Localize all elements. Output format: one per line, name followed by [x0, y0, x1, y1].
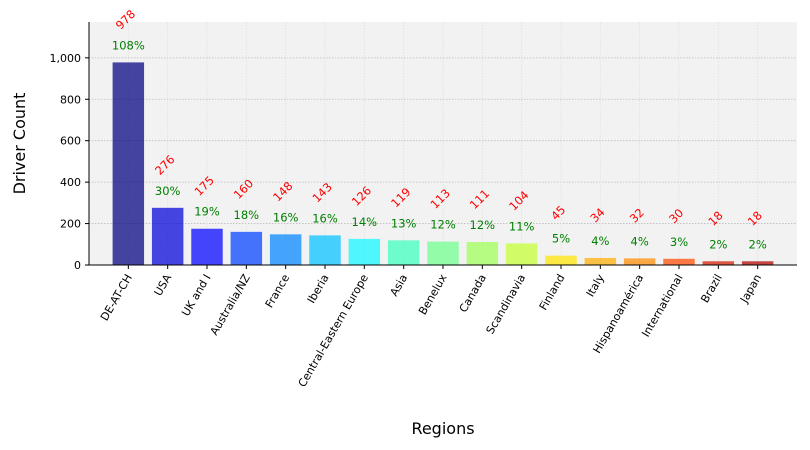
- percent-label-12: 4%: [591, 234, 609, 248]
- x-tick-label-1: USA: [152, 272, 175, 299]
- bar-14: [663, 258, 695, 265]
- bar-7: [387, 240, 420, 265]
- x-tick-label-6: Central-Eastern Europe: [296, 272, 371, 390]
- y-tick-label-3: 600: [60, 135, 81, 148]
- bar-10: [505, 243, 538, 265]
- y-tick-label-0: 0: [74, 259, 81, 272]
- x-tick-label-10: Scandinavia: [484, 272, 529, 336]
- x-tick-label-14: International: [639, 272, 685, 339]
- bar-9: [466, 242, 499, 265]
- x-tick-label-0: DE-AT-CH: [98, 272, 135, 323]
- x-tick-label-15: Brazil: [698, 272, 725, 305]
- x-tick-label-4: France: [263, 272, 293, 310]
- bar-13: [623, 258, 656, 265]
- x-tick-label-11: Finland: [537, 272, 568, 313]
- x-axis-title: Regions: [411, 419, 474, 438]
- y-tick-label-5: 1,000: [50, 52, 82, 65]
- percent-label-14: 3%: [670, 235, 688, 249]
- x-tick-label-3: Australia/NZ: [208, 272, 254, 338]
- percent-label-6: 14%: [352, 215, 378, 229]
- y-axis-ticks: 0 200 400 600 800 1,000: [50, 52, 89, 272]
- x-tick-label-5: Iberia: [305, 272, 332, 306]
- x-tick-label-8: Benelux: [416, 272, 450, 318]
- percent-label-0: 108%: [112, 38, 145, 52]
- percent-label-4: 16%: [273, 210, 299, 224]
- y-tick-label-4: 800: [60, 93, 81, 106]
- x-tick-label-7: Asia: [387, 272, 410, 298]
- y-tick-label-1: 200: [60, 218, 81, 231]
- bar-12: [584, 257, 617, 265]
- percent-label-9: 12%: [470, 218, 496, 232]
- percent-label-13: 4%: [631, 234, 649, 248]
- percent-label-3: 18%: [234, 208, 260, 222]
- bar-0: [112, 62, 145, 265]
- percent-label-15: 2%: [709, 237, 727, 251]
- bars: [112, 62, 774, 265]
- bar-3: [230, 231, 263, 265]
- percent-label-5: 16%: [312, 211, 338, 225]
- bar-15: [702, 261, 735, 265]
- bar-8: [427, 241, 459, 265]
- x-tick-label-2: UK and I: [179, 272, 213, 319]
- bar-6: [348, 238, 381, 265]
- bar-4: [269, 234, 302, 265]
- bar-16: [741, 261, 774, 265]
- percent-label-1: 30%: [155, 184, 181, 198]
- percent-label-8: 12%: [430, 218, 456, 232]
- bar-2: [191, 228, 223, 265]
- percent-label-10: 11%: [509, 219, 535, 233]
- y-axis-title: Driver Count: [10, 93, 29, 195]
- bar-5: [309, 235, 341, 265]
- y-tick-label-2: 400: [60, 176, 81, 189]
- percent-label-7: 13%: [391, 216, 417, 230]
- bar-11: [545, 255, 577, 265]
- x-tick-label-9: Canada: [457, 272, 489, 315]
- percent-label-2: 19%: [194, 205, 220, 219]
- x-tick-label-16: Japan: [737, 272, 764, 306]
- bar-1: [151, 207, 184, 265]
- percent-label-11: 5%: [552, 232, 570, 246]
- x-tick-label-12: Italy: [584, 272, 607, 300]
- percent-label-16: 2%: [749, 237, 767, 251]
